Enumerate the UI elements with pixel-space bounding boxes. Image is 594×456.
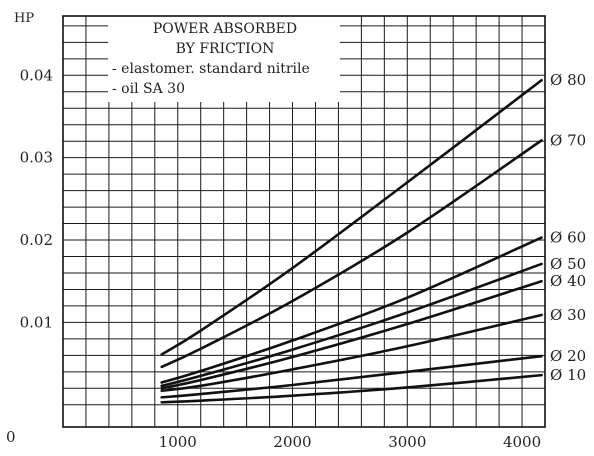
series-label: Ø 70 bbox=[550, 131, 586, 149]
x-tick-labels: 1000 2000 3000 4000 bbox=[159, 433, 541, 451]
series-line bbox=[160, 262, 543, 388]
series-label: Ø 40 bbox=[550, 272, 586, 290]
zero-label: 0 bbox=[6, 428, 16, 446]
series-line bbox=[160, 279, 543, 390]
legend-line: - oil SA 30 bbox=[112, 81, 185, 97]
plot-frame bbox=[62, 15, 546, 428]
curves bbox=[160, 78, 543, 404]
legend-line: POWER ABSORBED bbox=[153, 21, 297, 37]
series-label: Ø 50 bbox=[550, 255, 586, 273]
x-tick-label: 4000 bbox=[503, 433, 541, 451]
legend-background bbox=[108, 16, 340, 102]
series-line bbox=[160, 78, 543, 356]
x-tick-label: 1000 bbox=[159, 433, 197, 451]
series-line bbox=[160, 139, 543, 369]
y-tick-labels: 0.01 0.02 0.03 0.04 bbox=[20, 66, 53, 331]
legend-box: POWER ABSORBED BY FRICTION - elastomer. st… bbox=[108, 16, 340, 102]
legend-line: BY FRICTION bbox=[176, 41, 275, 57]
series-label: Ø 30 bbox=[550, 306, 586, 324]
y-tick-label: 0.01 bbox=[20, 313, 53, 331]
y-tick-label: 0.04 bbox=[20, 66, 53, 84]
series-labels: Ø 80 Ø 70 Ø 60 Ø 50Ø 40 Ø 30 Ø 20Ø 10 bbox=[550, 71, 586, 384]
x-tick-label: 3000 bbox=[388, 433, 426, 451]
series-label: Ø 10 bbox=[550, 366, 586, 384]
series-line bbox=[160, 373, 543, 404]
series-line bbox=[160, 354, 543, 399]
series-line bbox=[160, 236, 543, 384]
legend-line: - elastomer. standard nitrile bbox=[112, 61, 310, 77]
x-tick-label: 2000 bbox=[273, 433, 311, 451]
series-label: Ø 80 bbox=[550, 71, 586, 89]
series-label: Ø 20 bbox=[550, 347, 586, 365]
series-line bbox=[160, 313, 543, 393]
series-label: Ø 60 bbox=[550, 229, 586, 247]
y-tick-label: 0.03 bbox=[20, 149, 53, 167]
y-axis-unit-label: HP bbox=[14, 11, 34, 26]
y-tick-label: 0.02 bbox=[20, 231, 53, 249]
